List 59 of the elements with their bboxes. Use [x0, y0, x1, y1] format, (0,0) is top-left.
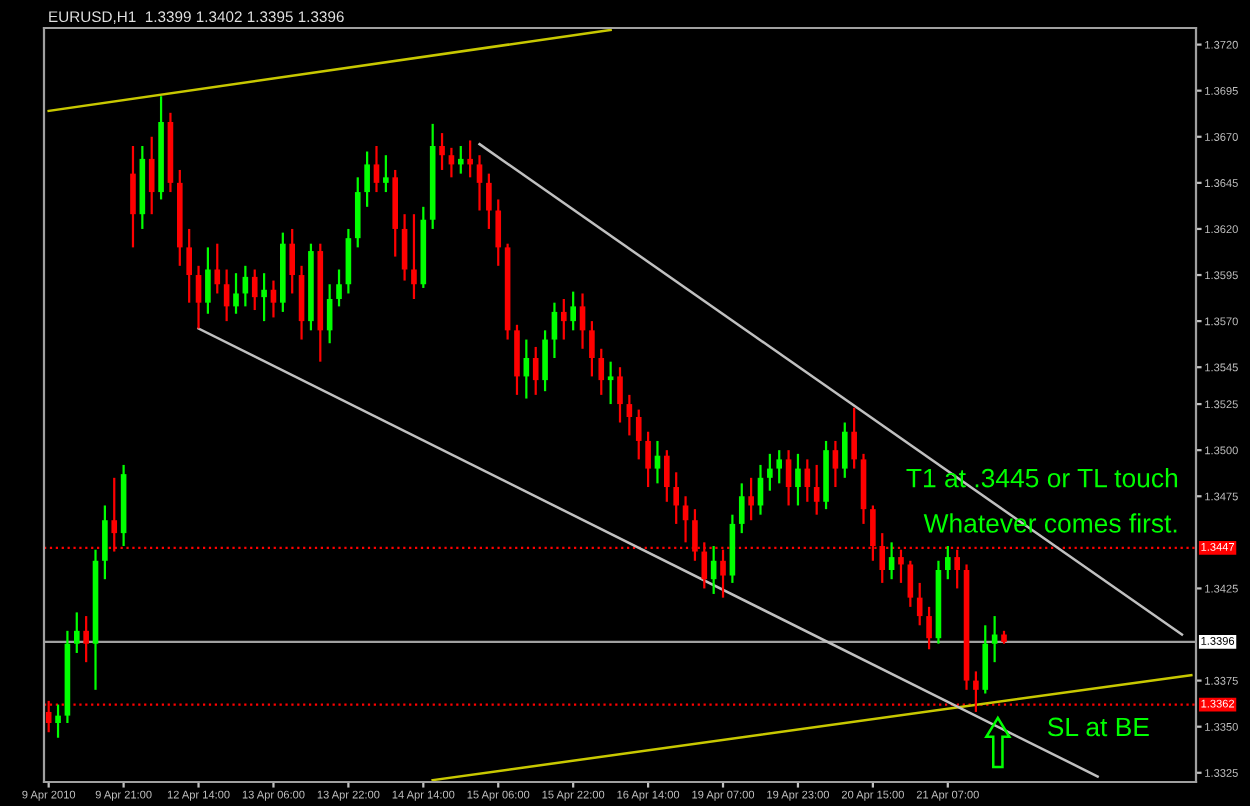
candlestick	[607, 360, 614, 406]
candlestick	[589, 320, 595, 378]
candlestick	[364, 150, 370, 208]
candlestick	[401, 213, 408, 282]
candlestick	[457, 144, 464, 175]
candlestick	[561, 297, 567, 341]
candlestick	[373, 144, 380, 194]
candlestick	[795, 452, 801, 507]
candlestick	[148, 135, 155, 216]
candlestick	[130, 144, 136, 249]
candlestick	[785, 449, 792, 507]
candlestick	[467, 139, 473, 179]
candlestick	[635, 408, 642, 461]
candlestick	[476, 154, 483, 212]
candlestick	[916, 581, 923, 627]
candlestick	[898, 548, 904, 585]
candlestick	[673, 471, 679, 526]
candlestick	[486, 172, 492, 231]
candlestick	[748, 476, 754, 522]
candlestick	[907, 559, 914, 608]
candlestick	[738, 482, 745, 535]
candlestick	[495, 198, 502, 267]
candlestick	[251, 268, 258, 312]
candlestick	[551, 301, 558, 360]
candlestick	[411, 213, 417, 301]
candlestick	[102, 504, 108, 581]
candlestick	[383, 154, 389, 194]
candlestick	[514, 323, 520, 396]
candlestick	[832, 439, 839, 489]
candlestick	[926, 605, 932, 651]
candlestick	[841, 421, 848, 479]
candlestick	[982, 624, 989, 695]
candlestick	[767, 452, 773, 492]
candlestick	[439, 131, 445, 172]
annotation: SL at BE	[1047, 717, 1149, 737]
candlestick	[186, 227, 192, 304]
candlestick	[214, 242, 221, 295]
candlestick	[233, 272, 239, 315]
candlestick	[532, 345, 539, 396]
candlestick	[205, 246, 211, 315]
candlestick	[945, 544, 951, 581]
candlestick	[682, 495, 689, 544]
candlestick	[598, 347, 605, 396]
candlestick	[645, 430, 651, 489]
candlestick	[813, 463, 820, 516]
candlestick	[776, 449, 783, 485]
candlestick	[664, 449, 670, 503]
candlestick	[289, 227, 295, 295]
candlestick	[83, 614, 89, 664]
candlestick	[570, 290, 576, 332]
candlestick	[617, 366, 623, 424]
candlestick	[195, 264, 202, 330]
candlestick	[73, 611, 80, 655]
candlestick	[336, 268, 342, 308]
candlestick	[542, 329, 548, 393]
candlestick	[851, 406, 857, 470]
candlestick	[55, 703, 61, 739]
candlestick	[354, 176, 361, 249]
candlestick	[261, 272, 267, 323]
